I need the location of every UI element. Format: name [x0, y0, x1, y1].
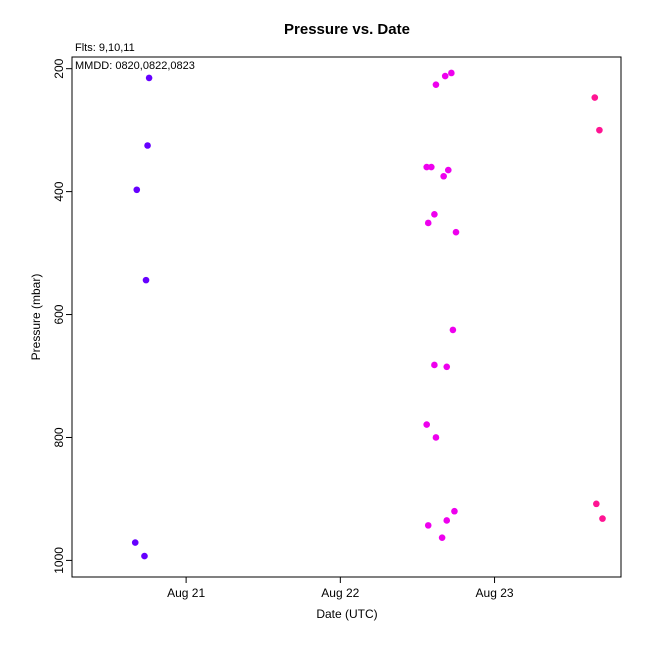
data-point-series-2	[440, 172, 447, 180]
plot-frame	[71, 56, 622, 578]
data-point-series-1	[133, 186, 141, 194]
data-point-series-2	[424, 522, 432, 529]
data-points	[131, 69, 606, 560]
data-point-series-2	[449, 326, 457, 334]
data-point-series-2	[428, 163, 435, 171]
flights-annotation: Flts: 9,10,11	[75, 42, 135, 54]
data-point-series-2	[444, 166, 452, 174]
y-tick-label: 200	[52, 58, 66, 78]
x-tick-label: Aug 22	[321, 586, 359, 600]
data-point-series-2	[448, 69, 455, 77]
data-point-series-3	[599, 515, 606, 522]
y-axis-label: Pressure (mbar)	[29, 274, 43, 361]
data-point-series-2	[424, 219, 432, 227]
data-point-series-3	[596, 126, 603, 134]
data-point-series-3	[591, 94, 599, 101]
data-point-series-1	[145, 74, 153, 82]
data-point-series-2	[441, 72, 449, 80]
data-point-series-1	[144, 142, 151, 149]
data-point-series-2	[452, 228, 460, 236]
x-axis-label: Date (UTC)	[316, 607, 377, 621]
data-point-series-2	[451, 507, 458, 515]
data-point-series-2	[423, 163, 430, 171]
data-point-series-1	[131, 539, 139, 546]
data-point-series-3	[593, 500, 600, 508]
x-axis: Aug 21 Aug 22 Aug 23	[167, 577, 514, 600]
data-point-series-2	[438, 534, 446, 541]
data-point-series-2	[431, 361, 438, 369]
x-tick-label: Aug 23	[476, 586, 514, 600]
data-point-series-2	[443, 517, 451, 524]
data-point-series-2	[443, 363, 451, 371]
y-tick-label: 1000	[52, 547, 66, 574]
data-point-series-1	[142, 276, 150, 284]
dates-annotation: MMDD: 0820,0822,0823	[75, 60, 195, 72]
x-tick-label: Aug 21	[167, 586, 205, 600]
data-point-series-1	[141, 552, 148, 560]
data-point-series-2	[423, 421, 430, 428]
data-point-series-2	[432, 434, 440, 441]
data-point-series-2	[431, 211, 438, 218]
chart-title: Pressure vs. Date	[284, 21, 410, 38]
y-axis: 200 400 600 800 1000	[52, 58, 72, 574]
data-point-series-2	[432, 81, 440, 88]
y-tick-label: 800	[52, 427, 66, 447]
y-tick-label: 600	[52, 304, 66, 324]
y-tick-label: 400	[52, 181, 66, 201]
